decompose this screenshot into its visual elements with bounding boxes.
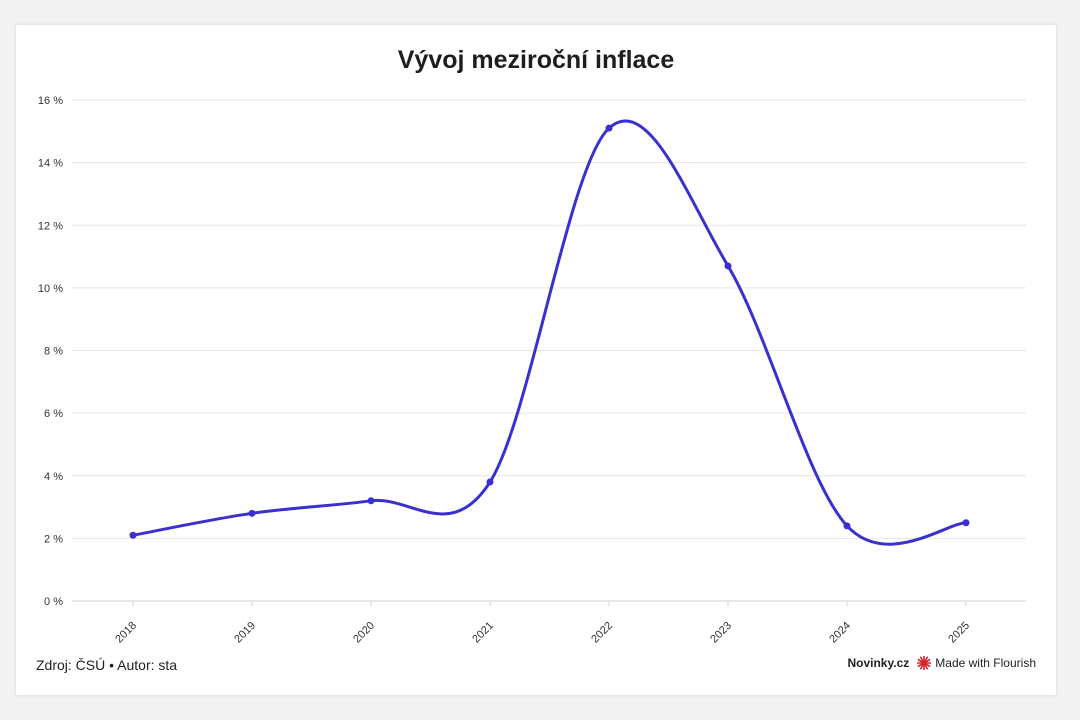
y-tick-label: 10 % bbox=[38, 283, 63, 295]
x-tick-label: 2021 bbox=[470, 620, 496, 646]
y-axis-ticks: 0 % 2 % 4 % 6 % 8 % 10 % 12 % 14 % 16 % bbox=[38, 95, 63, 608]
y-tick-label: 4 % bbox=[44, 471, 63, 483]
data-point[interactable] bbox=[843, 522, 851, 530]
x-tick-label: 2022 bbox=[589, 620, 615, 646]
x-tick-label: 2025 bbox=[946, 620, 972, 646]
y-tick-label: 14 % bbox=[38, 158, 63, 170]
x-tick-label: 2020 bbox=[351, 620, 377, 646]
data-point[interactable] bbox=[367, 497, 375, 505]
made-with-flourish-link[interactable]: Made with Flourish bbox=[917, 656, 1036, 670]
y-tick-label: 0 % bbox=[44, 596, 63, 608]
chart-card bbox=[16, 25, 1056, 695]
x-tick-label: 2018 bbox=[113, 620, 139, 646]
grid-lines bbox=[72, 99, 1026, 602]
data-points bbox=[129, 124, 970, 539]
data-point[interactable] bbox=[248, 509, 256, 517]
y-tick-label: 6 % bbox=[44, 408, 63, 420]
y-tick-label: 12 % bbox=[38, 220, 63, 232]
y-tick-label: 2 % bbox=[44, 533, 63, 545]
x-tick-label: 2024 bbox=[827, 620, 853, 646]
source-note: Zdroj: ČSÚ • Autor: sta bbox=[36, 657, 178, 673]
y-tick-label: 8 % bbox=[44, 346, 63, 358]
novinky-logo[interactable]: Novinky.cz bbox=[847, 656, 910, 670]
data-point[interactable] bbox=[486, 478, 494, 486]
y-tick-label: 16 % bbox=[38, 95, 63, 107]
data-point[interactable] bbox=[962, 519, 970, 527]
x-tick-label: 2019 bbox=[232, 620, 258, 646]
chart-title: Vývoj meziroční inflace bbox=[397, 46, 675, 74]
data-point[interactable] bbox=[724, 262, 732, 270]
x-tick-label: 2023 bbox=[708, 620, 734, 646]
data-point[interactable] bbox=[129, 531, 137, 539]
series-line bbox=[131, 119, 968, 546]
flourish-star-icon bbox=[917, 656, 932, 670]
made-with-flourish-label: Made with Flourish bbox=[935, 656, 1036, 670]
footer-branding: Novinky.cz Made with Flourish bbox=[847, 656, 1036, 670]
data-point[interactable] bbox=[605, 124, 613, 132]
x-axis-ticks: 2018 2019 2020 2021 2022 2023 2024 2025 bbox=[113, 601, 972, 645]
